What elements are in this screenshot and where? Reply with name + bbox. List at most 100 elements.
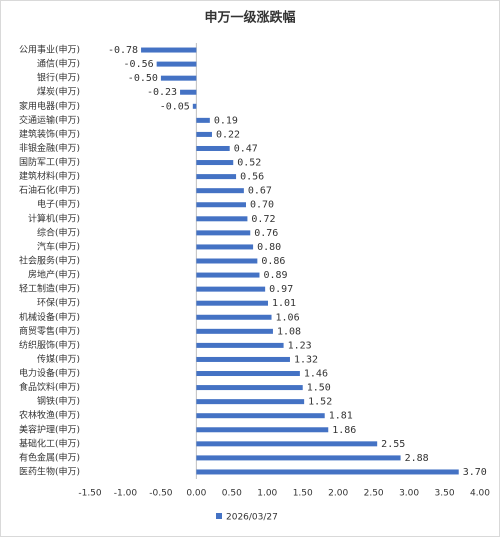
x-tick-label: -1.50 (78, 489, 102, 499)
value-label: -0.78 (108, 45, 138, 56)
y-tick-label: 银行(申万) (37, 72, 80, 84)
y-tick-label: 煤炭(申万) (37, 86, 80, 98)
value-label: -0.56 (124, 59, 154, 70)
value-label: 3.70 (463, 467, 487, 478)
y-tick-label: 石油石化(申万) (19, 184, 80, 196)
bar (156, 61, 197, 67)
bar (196, 202, 246, 208)
value-label: 0.67 (248, 186, 272, 197)
bar (196, 216, 248, 222)
value-label: 1.81 (329, 411, 353, 422)
y-tick-label: 有色金属(申万) (19, 451, 80, 463)
x-tick-label: 1.50 (293, 489, 313, 499)
y-tick-label: 轻工制造(申万) (19, 283, 80, 295)
y-tick-label: 电力设备(申万) (19, 367, 80, 379)
bar (196, 413, 325, 419)
x-tick-label: 4.00 (470, 489, 490, 499)
bar (196, 286, 266, 292)
x-tick-label: 0.50 (222, 489, 242, 499)
bar (196, 272, 260, 278)
y-tick-label: 家用电器(申万) (19, 100, 80, 112)
x-tick-label: 0.00 (186, 489, 206, 499)
y-tick-label: 传媒(申万) (37, 353, 80, 365)
bar (196, 230, 251, 236)
bar (192, 103, 197, 109)
y-tick-label: 电子(申万) (37, 198, 80, 210)
value-label: 1.23 (288, 340, 312, 351)
y-tick-label: 美容护理(申万) (19, 423, 80, 435)
legend-swatch (216, 513, 222, 519)
value-label: 0.89 (263, 270, 287, 281)
value-label: -0.23 (147, 87, 177, 98)
value-label: 2.55 (381, 439, 405, 450)
value-label: 1.01 (272, 298, 296, 309)
bar (196, 145, 230, 151)
bar (196, 300, 268, 306)
x-tick-label: 3.50 (435, 489, 455, 499)
bar (196, 455, 401, 461)
y-tick-label: 建筑装饰(申万) (19, 128, 80, 140)
x-tick-label: -0.50 (149, 489, 173, 499)
value-label: 0.22 (216, 129, 240, 140)
value-label: 0.76 (254, 228, 278, 239)
y-tick-label: 商贸零售(申万) (19, 325, 80, 337)
bar (196, 342, 284, 348)
x-tick-label: -1.00 (114, 489, 138, 499)
bar (196, 244, 254, 250)
value-label: 1.32 (294, 354, 318, 365)
legend-label: 2026/03/27 (226, 513, 278, 523)
x-tick-label: 3.00 (399, 489, 419, 499)
bar (196, 356, 290, 362)
value-label: 0.72 (251, 214, 275, 225)
bar (196, 174, 237, 180)
bar (196, 469, 459, 475)
value-label: -0.05 (160, 101, 190, 112)
bar (180, 89, 197, 95)
value-label: -0.50 (128, 73, 158, 84)
value-label: 0.19 (214, 115, 238, 126)
value-label: 0.86 (261, 256, 285, 267)
y-tick-label: 公用事业(申万) (19, 44, 80, 56)
x-tick-label: 1.00 (257, 489, 277, 499)
bar (196, 427, 329, 433)
bar (196, 131, 212, 137)
y-tick-label: 综合(申万) (37, 226, 80, 238)
y-tick-label: 基础化工(申万) (19, 437, 80, 449)
y-tick-label: 医药生物(申万) (19, 465, 80, 477)
bar (196, 441, 378, 447)
bar (196, 371, 300, 377)
value-label: 0.97 (269, 284, 293, 295)
y-tick-label: 房地产(申万) (28, 269, 80, 281)
bar (196, 385, 303, 391)
value-label: 0.47 (234, 143, 258, 154)
y-tick-label: 机械设备(申万) (19, 311, 80, 323)
y-tick-label: 建筑材料(申万) (19, 170, 80, 182)
y-tick-label: 钢铁(申万) (37, 395, 80, 407)
value-label: 1.50 (307, 383, 331, 394)
y-tick-label: 交通运输(申万) (19, 114, 80, 126)
bar (196, 328, 273, 334)
value-label: 0.52 (237, 158, 261, 169)
y-tick-label: 非银金融(申万) (19, 142, 80, 154)
y-tick-label: 通信(申万) (37, 58, 80, 70)
value-label: 0.70 (250, 200, 274, 211)
x-tick-label: 2.00 (328, 489, 348, 499)
bar (160, 75, 197, 81)
bar (141, 47, 197, 53)
bar (196, 117, 210, 123)
value-label: 0.56 (240, 172, 264, 183)
y-tick-label: 计算机(申万) (28, 212, 80, 224)
x-tick-label: 2.50 (364, 489, 384, 499)
y-tick-label: 汽车(申万) (37, 240, 80, 252)
bar (196, 314, 272, 320)
chart-title: 申万一级涨跌幅 (204, 10, 295, 26)
y-tick-label: 农林牧渔(申万) (19, 409, 80, 421)
y-tick-label: 环保(申万) (37, 297, 80, 309)
bar (196, 258, 258, 264)
value-label: 1.52 (308, 397, 332, 408)
value-label: 1.86 (332, 425, 356, 436)
value-label: 1.08 (277, 326, 301, 337)
value-label: 1.06 (276, 312, 300, 323)
y-tick-label: 纺织服饰(申万) (19, 339, 80, 351)
